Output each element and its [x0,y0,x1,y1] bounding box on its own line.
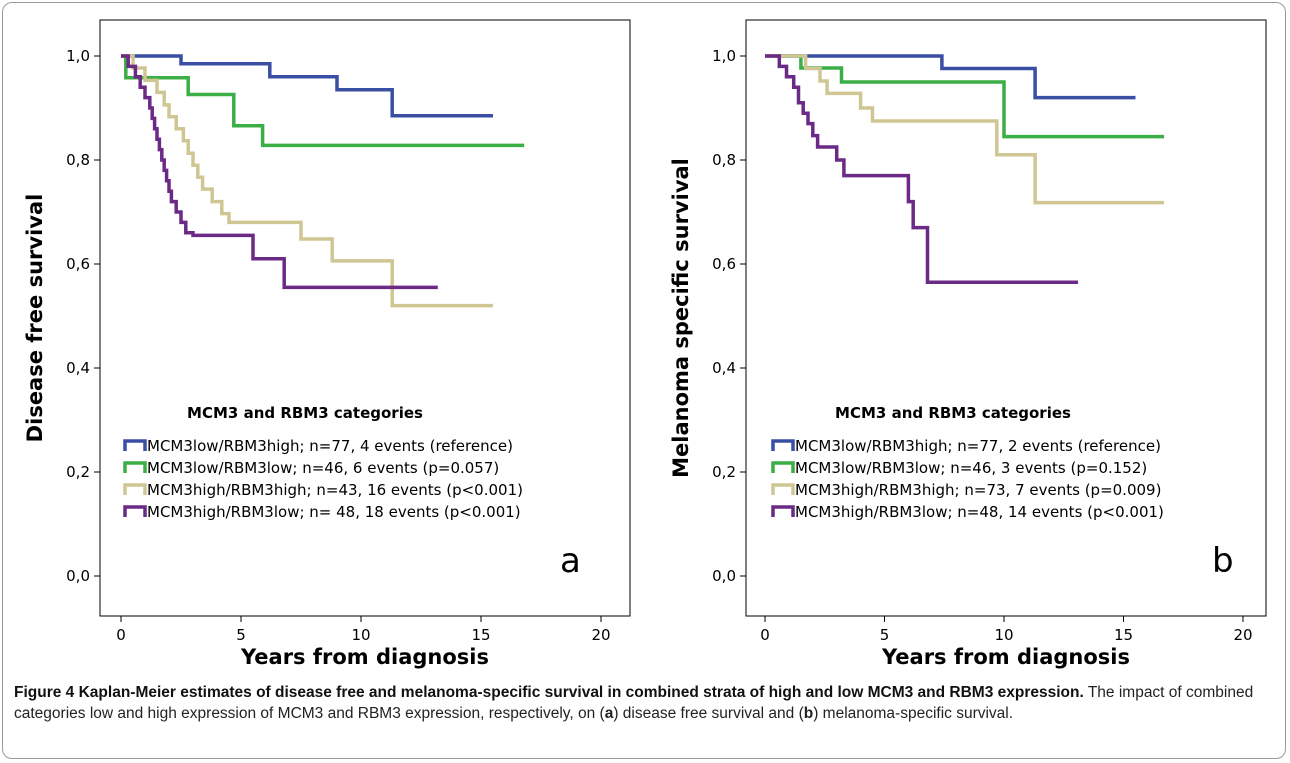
legend-entry-label: MCM3low/RBM3low; n=46, 6 events (p=0.057… [147,459,499,477]
legend-swatch [123,439,147,451]
y-tick-label: 0,2 [66,463,90,481]
survival-curve-4 [765,54,1079,284]
survival-curve-4 [121,54,438,290]
survival-curve-3 [121,54,493,308]
panel-letter: a [560,541,581,581]
legend-swatch [123,461,147,473]
legend-swatch [123,483,147,495]
x-tick-label: 0 [760,626,770,644]
legend-swatch [771,461,795,473]
plot-area-frame [99,19,631,617]
panel-a-chart: 0 5 10 15 20 0,0 0,2 0,4 0,6 0,8 1,0 Years from dia… [23,19,631,669]
x-tick-label: 20 [591,626,610,644]
y-tick-label: 0,8 [712,151,736,169]
y-tick-label: 0,8 [66,151,90,169]
caption-body-3: ) melanoma-specific survival. [813,705,1014,722]
caption-ref-b: b [803,705,814,722]
y-tick-label: 0,6 [66,255,90,273]
legend-swatch [771,483,795,495]
survival-curve-1 [765,54,1136,100]
x-tick-label: 5 [880,626,890,644]
legend-entry-label: MCM3low/RBM3high; n=77, 2 events (refere… [795,437,1161,455]
legend-entry-label: MCM3high/RBM3low; n= 48, 18 events (p<0.… [147,503,521,521]
x-tick-label: 15 [471,626,490,644]
caption-body-1: The impact of combined categories low an… [14,684,1254,722]
x-axis-title: Years from diagnosis [240,645,489,669]
caption-title: Kaplan-Meier estimates of disease free a… [78,684,1084,701]
legend-entry-label: MCM3low/RBM3high; n=77, 4 events (refere… [147,437,513,455]
y-axis-title: Melanoma specific survival [669,158,693,478]
x-tick-label: 0 [116,626,126,644]
survival-curve-3 [765,54,1165,205]
y-tick-label: 0,6 [712,255,736,273]
figure-plots: 0 5 10 15 20 0,0 0,2 0,4 0,6 0,8 1,0 Years from dia… [23,19,1267,669]
legend-entry-label: MCM3high/RBM3low; n=48, 14 events (p<0.0… [795,503,1164,521]
legend-entry-label: MCM3low/RBM3low; n=46, 3 events (p=0.152… [795,459,1147,477]
y-tick-label: 0,4 [66,359,90,377]
x-tick-label: 5 [236,626,246,644]
panel-letter: b [1212,541,1234,581]
figure-caption: Figure 4 Kaplan-Meier estimates of disea… [14,682,1276,724]
y-axis-title: Disease free survival [23,194,47,443]
survival-curve-2 [765,54,1165,139]
legend-swatch [123,505,147,517]
y-tick-label: 0,0 [712,567,736,585]
x-tick-label: 10 [351,626,370,644]
caption-body-2: ) disease free survival and ( [613,705,804,722]
legend-title: MCM3 and RBM3 categories [187,404,423,422]
y-tick-label: 0,4 [712,359,736,377]
legend-entry-label: MCM3high/RBM3high; n=43, 16 events (p<0.… [147,481,523,499]
legend-title: MCM3 and RBM3 categories [835,404,1071,422]
x-tick-label: 10 [994,626,1013,644]
caption-ref-a: a [604,705,614,722]
y-tick-label: 1,0 [712,47,736,65]
x-tick-label: 15 [1114,626,1133,644]
legend-swatch [771,505,795,517]
x-tick-label: 20 [1233,626,1252,644]
caption-figure-label: Figure 4 [14,684,75,701]
survival-curve-2 [121,54,525,148]
y-tick-label: 0,0 [66,567,90,585]
x-axis-title: Years from diagnosis [881,645,1130,669]
legend-entry-label: MCM3high/RBM3high; n=73, 7 events (p=0.0… [795,481,1161,499]
legend-swatch [771,439,795,451]
plot-area-frame [745,19,1267,617]
survival-curve-1 [121,54,493,118]
y-tick-label: 1,0 [66,47,90,65]
panel-b-chart: 0 5 10 15 20 0,0 0,2 0,4 0,6 0,8 1,0 Years from dia… [669,19,1267,669]
y-tick-label: 0,2 [712,463,736,481]
